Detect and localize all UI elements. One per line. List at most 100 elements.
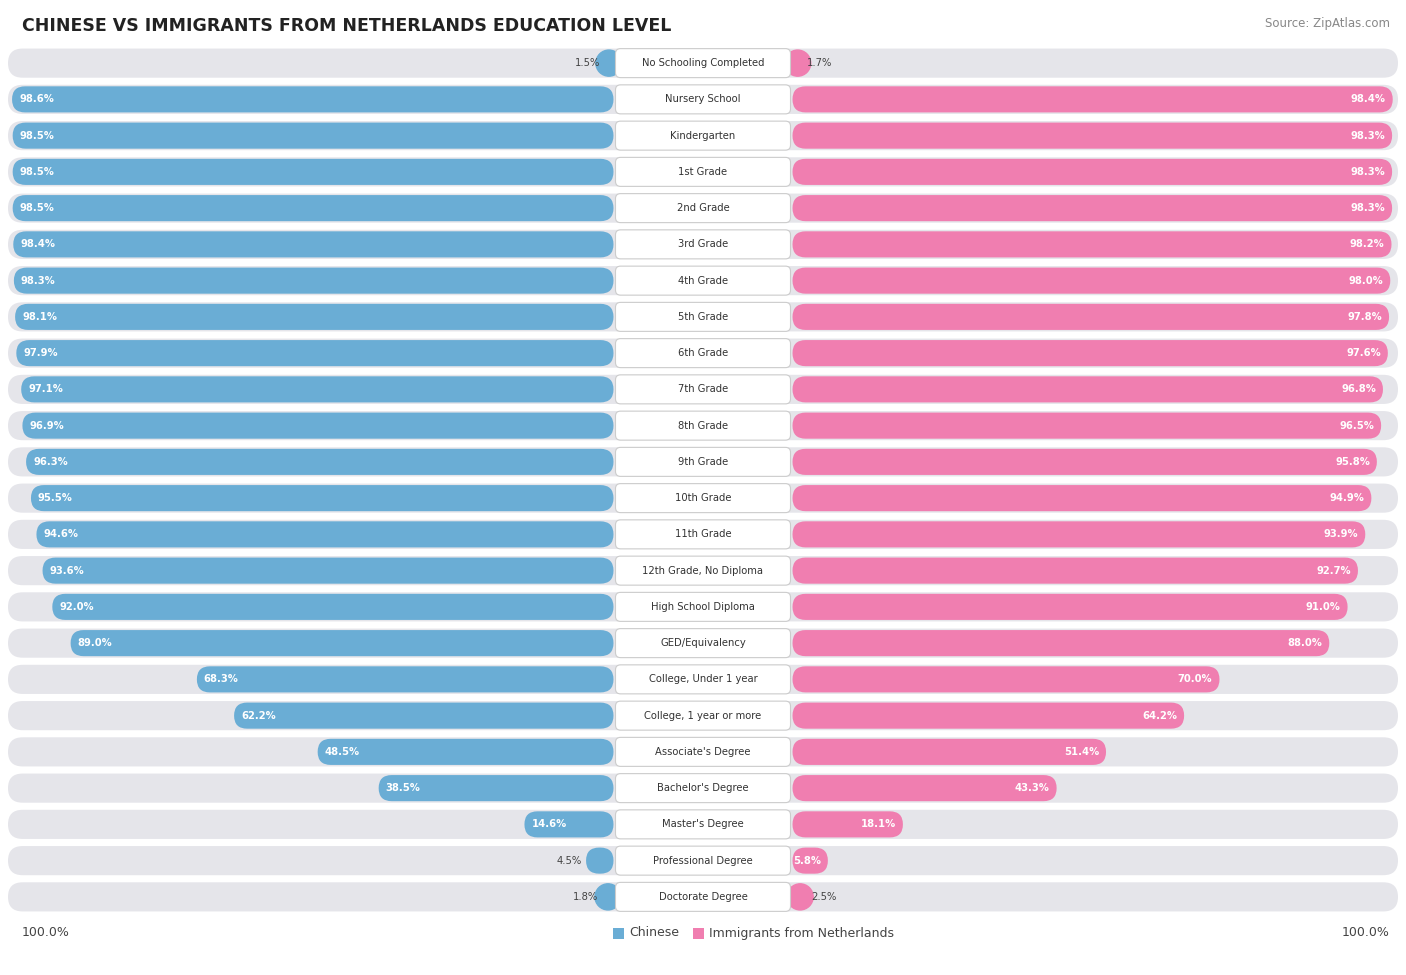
FancyBboxPatch shape (8, 882, 1398, 912)
Text: 97.9%: 97.9% (24, 348, 58, 358)
FancyBboxPatch shape (8, 194, 1398, 222)
Text: 11th Grade: 11th Grade (675, 529, 731, 539)
FancyBboxPatch shape (8, 338, 1398, 368)
FancyBboxPatch shape (793, 412, 1381, 439)
FancyBboxPatch shape (14, 267, 613, 293)
Text: 62.2%: 62.2% (240, 711, 276, 721)
FancyBboxPatch shape (616, 520, 790, 549)
FancyBboxPatch shape (616, 157, 790, 186)
Text: 18.1%: 18.1% (860, 819, 896, 830)
FancyBboxPatch shape (616, 701, 790, 730)
FancyBboxPatch shape (8, 665, 1398, 694)
FancyBboxPatch shape (52, 594, 613, 620)
FancyBboxPatch shape (616, 338, 790, 368)
FancyBboxPatch shape (8, 556, 1398, 585)
Text: 5th Grade: 5th Grade (678, 312, 728, 322)
Text: Associate's Degree: Associate's Degree (655, 747, 751, 757)
Text: 100.0%: 100.0% (22, 926, 70, 940)
FancyBboxPatch shape (616, 302, 790, 332)
Text: 4th Grade: 4th Grade (678, 276, 728, 286)
FancyBboxPatch shape (8, 846, 1398, 876)
Text: 4.5%: 4.5% (557, 856, 582, 866)
FancyBboxPatch shape (793, 558, 1358, 584)
Text: 98.5%: 98.5% (20, 131, 55, 140)
FancyBboxPatch shape (13, 87, 613, 112)
Text: 97.8%: 97.8% (1347, 312, 1382, 322)
Text: 8th Grade: 8th Grade (678, 420, 728, 431)
Text: Nursery School: Nursery School (665, 95, 741, 104)
FancyBboxPatch shape (8, 448, 1398, 477)
FancyBboxPatch shape (586, 847, 613, 874)
FancyBboxPatch shape (22, 412, 613, 439)
Text: 98.4%: 98.4% (20, 240, 55, 250)
FancyBboxPatch shape (616, 121, 790, 150)
FancyBboxPatch shape (616, 882, 790, 912)
Text: College, 1 year or more: College, 1 year or more (644, 711, 762, 721)
Text: 98.3%: 98.3% (1350, 203, 1385, 214)
FancyBboxPatch shape (616, 230, 790, 259)
Circle shape (595, 883, 621, 910)
FancyBboxPatch shape (616, 85, 790, 114)
Text: 98.6%: 98.6% (20, 95, 53, 104)
FancyBboxPatch shape (616, 194, 790, 222)
Text: 91.0%: 91.0% (1306, 602, 1340, 612)
FancyBboxPatch shape (793, 775, 1057, 801)
Text: 10th Grade: 10th Grade (675, 493, 731, 503)
Text: 92.0%: 92.0% (59, 602, 94, 612)
Text: GED/Equivalency: GED/Equivalency (661, 638, 745, 648)
Text: 96.8%: 96.8% (1341, 384, 1376, 394)
FancyBboxPatch shape (13, 123, 613, 148)
Text: 95.5%: 95.5% (38, 493, 73, 503)
FancyBboxPatch shape (8, 85, 1398, 114)
Text: 88.0%: 88.0% (1288, 638, 1322, 648)
FancyBboxPatch shape (793, 486, 1371, 511)
FancyBboxPatch shape (8, 374, 1398, 404)
FancyBboxPatch shape (8, 810, 1398, 838)
Text: 1st Grade: 1st Grade (679, 167, 727, 176)
Text: 94.6%: 94.6% (44, 529, 79, 539)
Text: Immigrants from Netherlands: Immigrants from Netherlands (709, 926, 894, 940)
FancyBboxPatch shape (37, 522, 613, 547)
FancyBboxPatch shape (793, 594, 1347, 620)
Text: 98.4%: 98.4% (1351, 95, 1386, 104)
Text: Doctorate Degree: Doctorate Degree (658, 892, 748, 902)
FancyBboxPatch shape (8, 121, 1398, 150)
Text: 98.0%: 98.0% (1348, 276, 1384, 286)
FancyBboxPatch shape (8, 230, 1398, 259)
Circle shape (787, 883, 813, 910)
Text: 6th Grade: 6th Grade (678, 348, 728, 358)
Text: 14.6%: 14.6% (531, 819, 567, 830)
Text: 38.5%: 38.5% (385, 783, 420, 793)
FancyBboxPatch shape (793, 123, 1392, 148)
FancyBboxPatch shape (616, 266, 790, 295)
FancyBboxPatch shape (8, 49, 1398, 78)
Text: 92.7%: 92.7% (1316, 566, 1351, 575)
Text: 93.6%: 93.6% (49, 566, 84, 575)
FancyBboxPatch shape (8, 266, 1398, 295)
Text: 68.3%: 68.3% (204, 675, 239, 684)
Text: 96.5%: 96.5% (1340, 420, 1374, 431)
FancyBboxPatch shape (616, 737, 790, 766)
FancyBboxPatch shape (616, 629, 790, 657)
FancyBboxPatch shape (17, 340, 613, 367)
FancyBboxPatch shape (197, 666, 613, 692)
FancyBboxPatch shape (8, 701, 1398, 730)
FancyBboxPatch shape (616, 484, 790, 513)
FancyBboxPatch shape (793, 267, 1391, 293)
FancyBboxPatch shape (8, 737, 1398, 766)
FancyBboxPatch shape (793, 304, 1389, 330)
Text: 2nd Grade: 2nd Grade (676, 203, 730, 214)
FancyBboxPatch shape (616, 374, 790, 404)
FancyBboxPatch shape (21, 376, 613, 403)
FancyBboxPatch shape (613, 927, 624, 939)
Text: 3rd Grade: 3rd Grade (678, 240, 728, 250)
Text: 98.5%: 98.5% (20, 167, 55, 176)
Text: 96.3%: 96.3% (34, 457, 67, 467)
FancyBboxPatch shape (793, 630, 1329, 656)
FancyBboxPatch shape (616, 448, 790, 477)
FancyBboxPatch shape (13, 195, 613, 221)
FancyBboxPatch shape (616, 556, 790, 585)
FancyBboxPatch shape (793, 703, 1184, 728)
FancyBboxPatch shape (8, 411, 1398, 440)
FancyBboxPatch shape (793, 522, 1365, 547)
